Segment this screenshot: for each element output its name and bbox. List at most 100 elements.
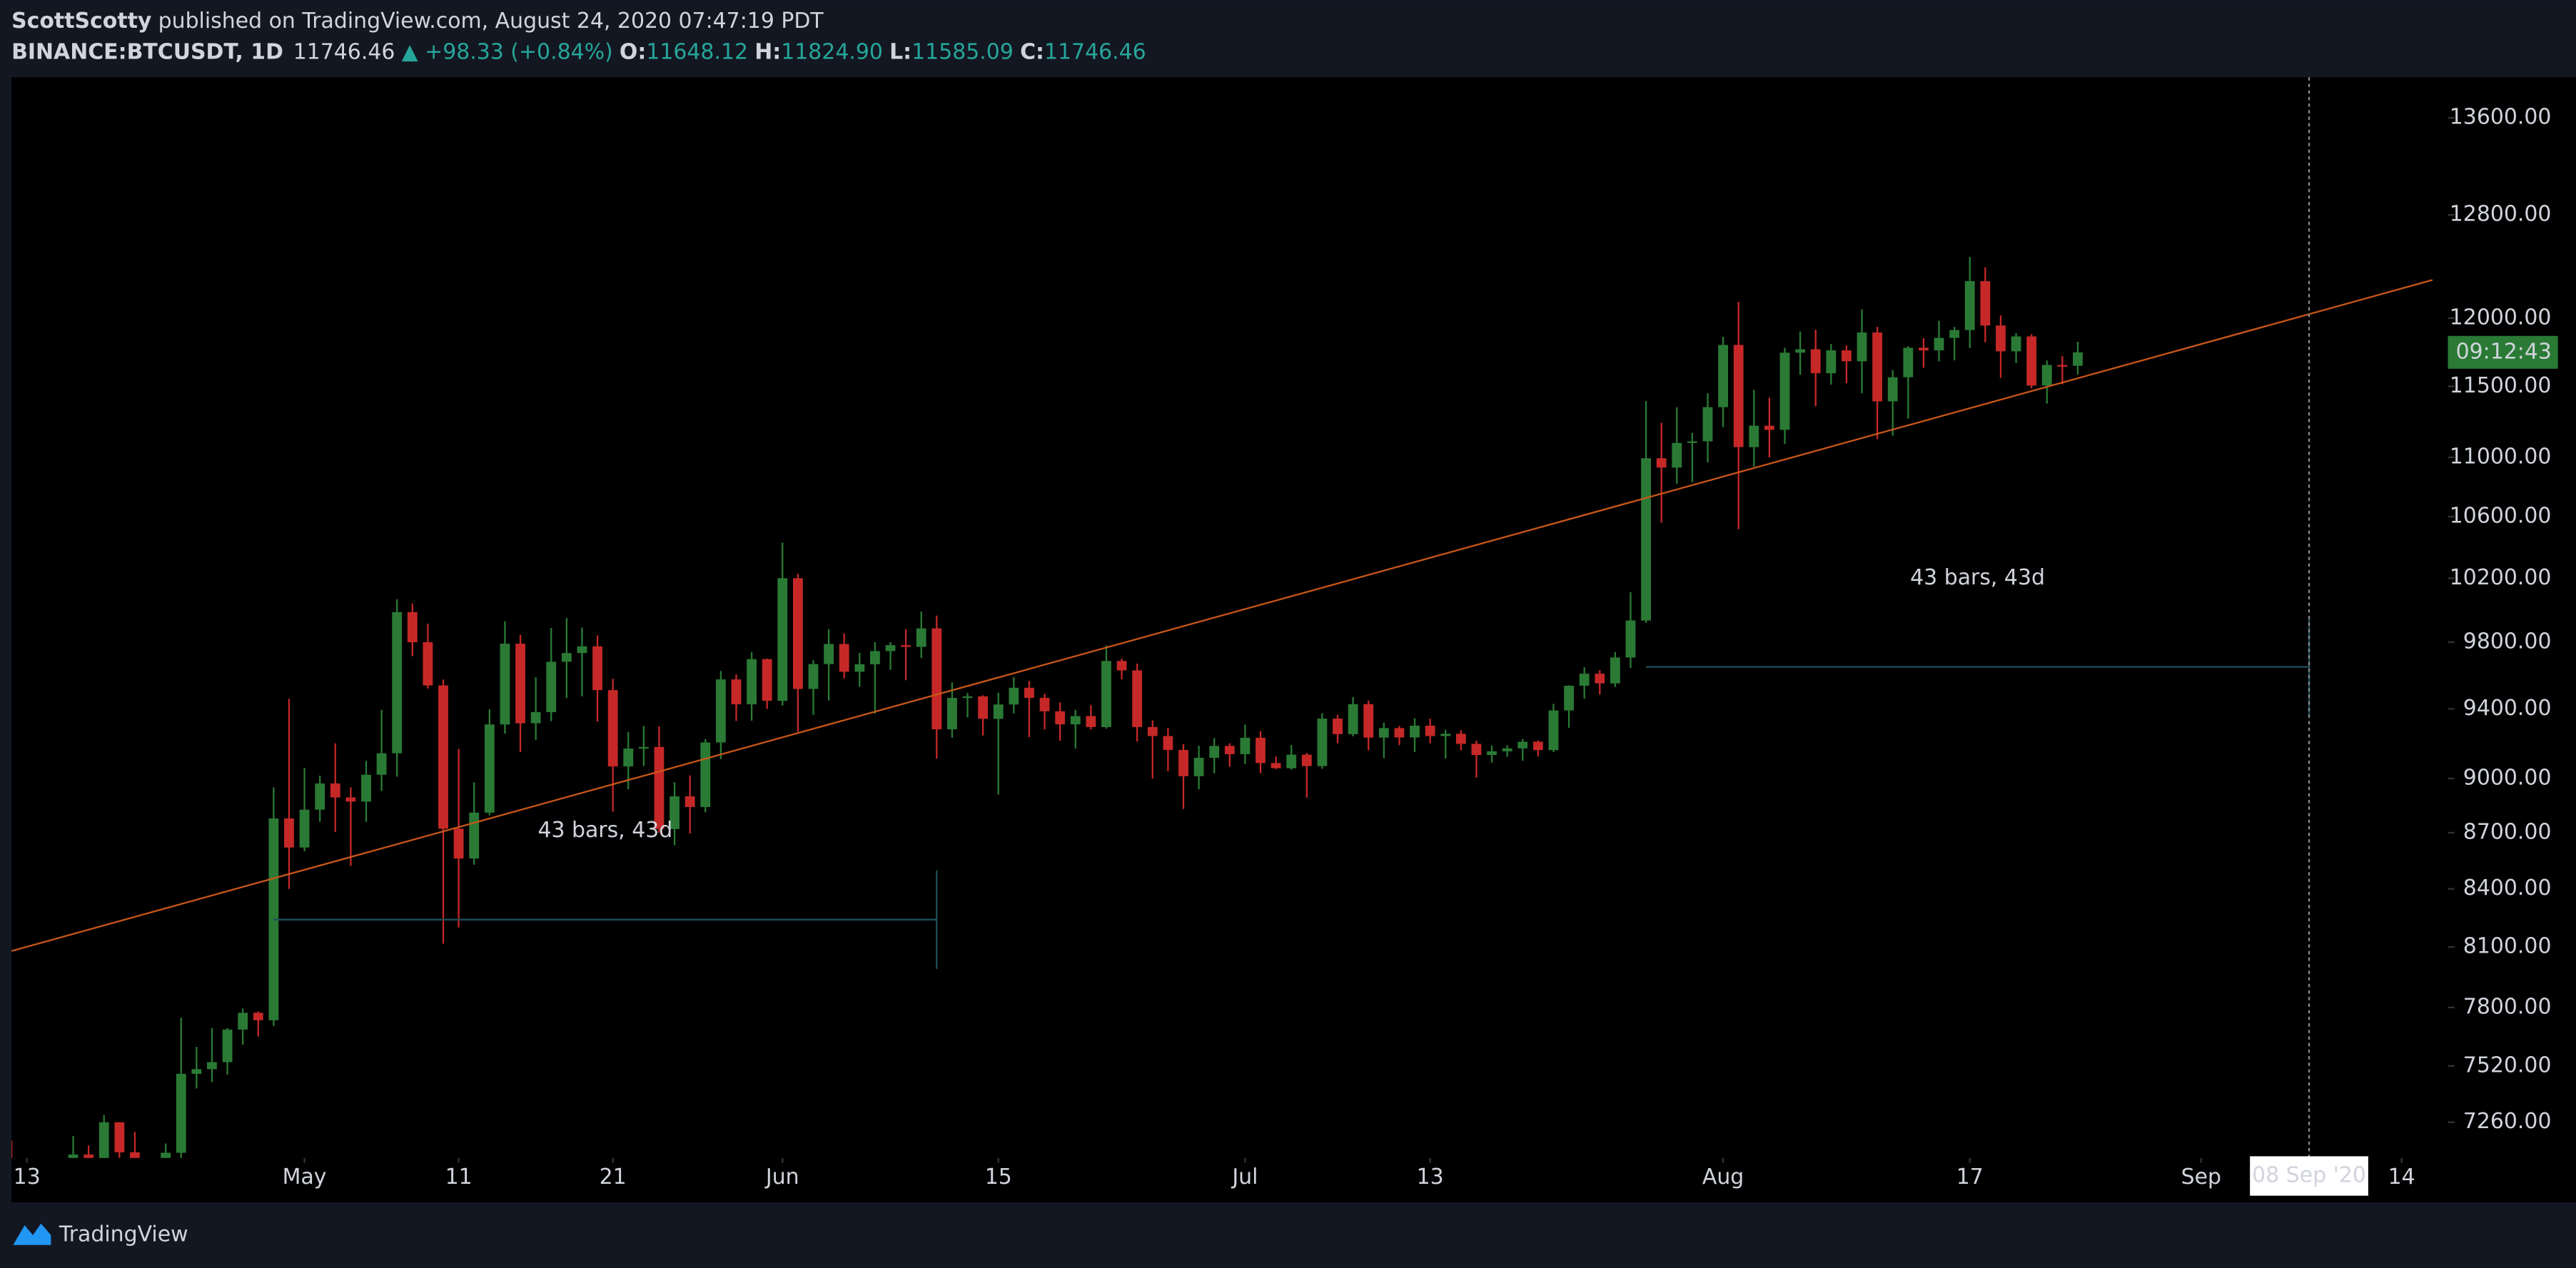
candle-body — [392, 612, 403, 754]
candle-body — [1147, 726, 1158, 736]
candle-body — [130, 1152, 140, 1158]
y-tick-label: 12000.00 — [2450, 305, 2552, 330]
candle-body — [453, 828, 464, 859]
candle-body — [361, 774, 371, 802]
candle-body — [962, 696, 973, 699]
candle-body — [1502, 748, 1512, 751]
candle-body — [870, 651, 880, 664]
y-tick-label: 7800.00 — [2463, 994, 2552, 1019]
candle-body — [1718, 345, 1729, 407]
y-tick-label: 10200.00 — [2450, 565, 2552, 590]
candle-body — [1779, 352, 1790, 430]
candle-body — [1378, 728, 1389, 738]
candle-body — [1810, 349, 1821, 374]
candle-body — [161, 1152, 171, 1158]
candle-body — [253, 1013, 263, 1020]
candle-body — [68, 1154, 79, 1158]
candle-body — [901, 645, 911, 647]
candle-body — [191, 1069, 202, 1074]
candle-body — [1348, 704, 1358, 734]
legend-line: BINANCE:BTCUSDT, 1D 11746.46 ▲ +98.33 (+0.… — [11, 39, 1146, 64]
candle-body — [561, 653, 572, 662]
candle-body — [824, 644, 834, 664]
candle-body — [546, 661, 557, 713]
candle-body — [1687, 441, 1697, 443]
candle-body — [1749, 425, 1759, 447]
candle-body — [1641, 458, 1651, 621]
candle-body — [1425, 725, 1435, 736]
candle-body — [1579, 674, 1590, 686]
x-tick-label: Jul — [1231, 1165, 1258, 1190]
ohlc-value: 11824.90 — [781, 39, 883, 64]
candle-body — [238, 1013, 248, 1030]
y-tick-label: 9800.00 — [2463, 629, 2552, 654]
candle-body — [1857, 332, 1867, 362]
candle-body — [1055, 711, 1066, 725]
ohlc-label: O: — [620, 39, 646, 64]
y-tick-label: 7520.00 — [2463, 1053, 2552, 1077]
candle-body — [931, 628, 942, 730]
y-tick-label: 13600.00 — [2450, 105, 2552, 130]
y-tick-label: 7260.00 — [2463, 1109, 2552, 1134]
candle-body — [1301, 754, 1312, 766]
candle-body — [2073, 352, 2083, 366]
candle-body — [685, 796, 695, 807]
candle-body — [1903, 348, 1914, 377]
candle-body — [1610, 657, 1620, 684]
candle-body — [1070, 716, 1081, 725]
ohlc-label: H: — [754, 39, 781, 64]
candle-body — [1795, 349, 1806, 353]
candle-body — [1564, 686, 1574, 711]
candle-body — [1471, 744, 1482, 756]
candle-body — [638, 746, 649, 749]
candle-body — [715, 679, 726, 743]
candle-body — [1024, 687, 1034, 699]
candle-body — [515, 644, 525, 724]
candle-body — [670, 796, 680, 829]
countdown-box — [2448, 335, 2558, 369]
ohlc-label: L: — [889, 39, 911, 64]
candle-body — [978, 696, 989, 719]
candle-body — [469, 812, 480, 859]
candle-body — [330, 783, 340, 798]
measure-label: 43 bars, 43d — [537, 818, 672, 843]
ohlc-label: C: — [1020, 39, 1044, 64]
candle-body — [1595, 674, 1605, 684]
candle-body — [792, 578, 803, 689]
footer-logo[interactable]: TradingView — [13, 1222, 188, 1247]
y-tick-label: 9400.00 — [2463, 696, 2552, 721]
candle-body — [1656, 458, 1667, 468]
candle-body — [99, 1122, 109, 1158]
candle-body — [654, 746, 665, 829]
trendline — [11, 279, 2433, 952]
candle-body — [84, 1154, 94, 1158]
candle-body — [407, 612, 418, 643]
candle-body — [623, 749, 634, 767]
candle-body — [176, 1073, 186, 1153]
brand[interactable]: TradingView — [59, 1222, 188, 1247]
candle-body — [376, 753, 387, 775]
y-tick-label: 11000.00 — [2450, 444, 2552, 469]
crosshair-label: 08 Sep '20 — [2252, 1163, 2366, 1188]
x-tick-label: 17 — [1956, 1165, 1984, 1190]
candle-body — [345, 797, 356, 802]
chart-area — [11, 77, 2576, 1202]
candle-body — [1101, 661, 1111, 727]
candle-body — [1209, 746, 1220, 759]
y-tick-label: 8700.00 — [2463, 820, 2552, 845]
x-tick-label: 13 — [14, 1165, 41, 1190]
candle-body — [1842, 350, 1852, 362]
x-tick-label: May — [283, 1165, 327, 1190]
candle-body — [1116, 661, 1127, 671]
candle-body — [284, 818, 294, 848]
candle-body — [1996, 325, 2006, 352]
candle-body — [2057, 365, 2068, 367]
candle-body — [1132, 670, 1143, 727]
logo-icon[interactable] — [13, 1223, 51, 1245]
candle-body — [1517, 741, 1528, 749]
candle-body — [2011, 336, 2021, 352]
candle-body — [1363, 704, 1374, 738]
candle-body — [1672, 442, 1682, 468]
candle-body — [1163, 736, 1173, 750]
candle-body — [1039, 698, 1050, 711]
